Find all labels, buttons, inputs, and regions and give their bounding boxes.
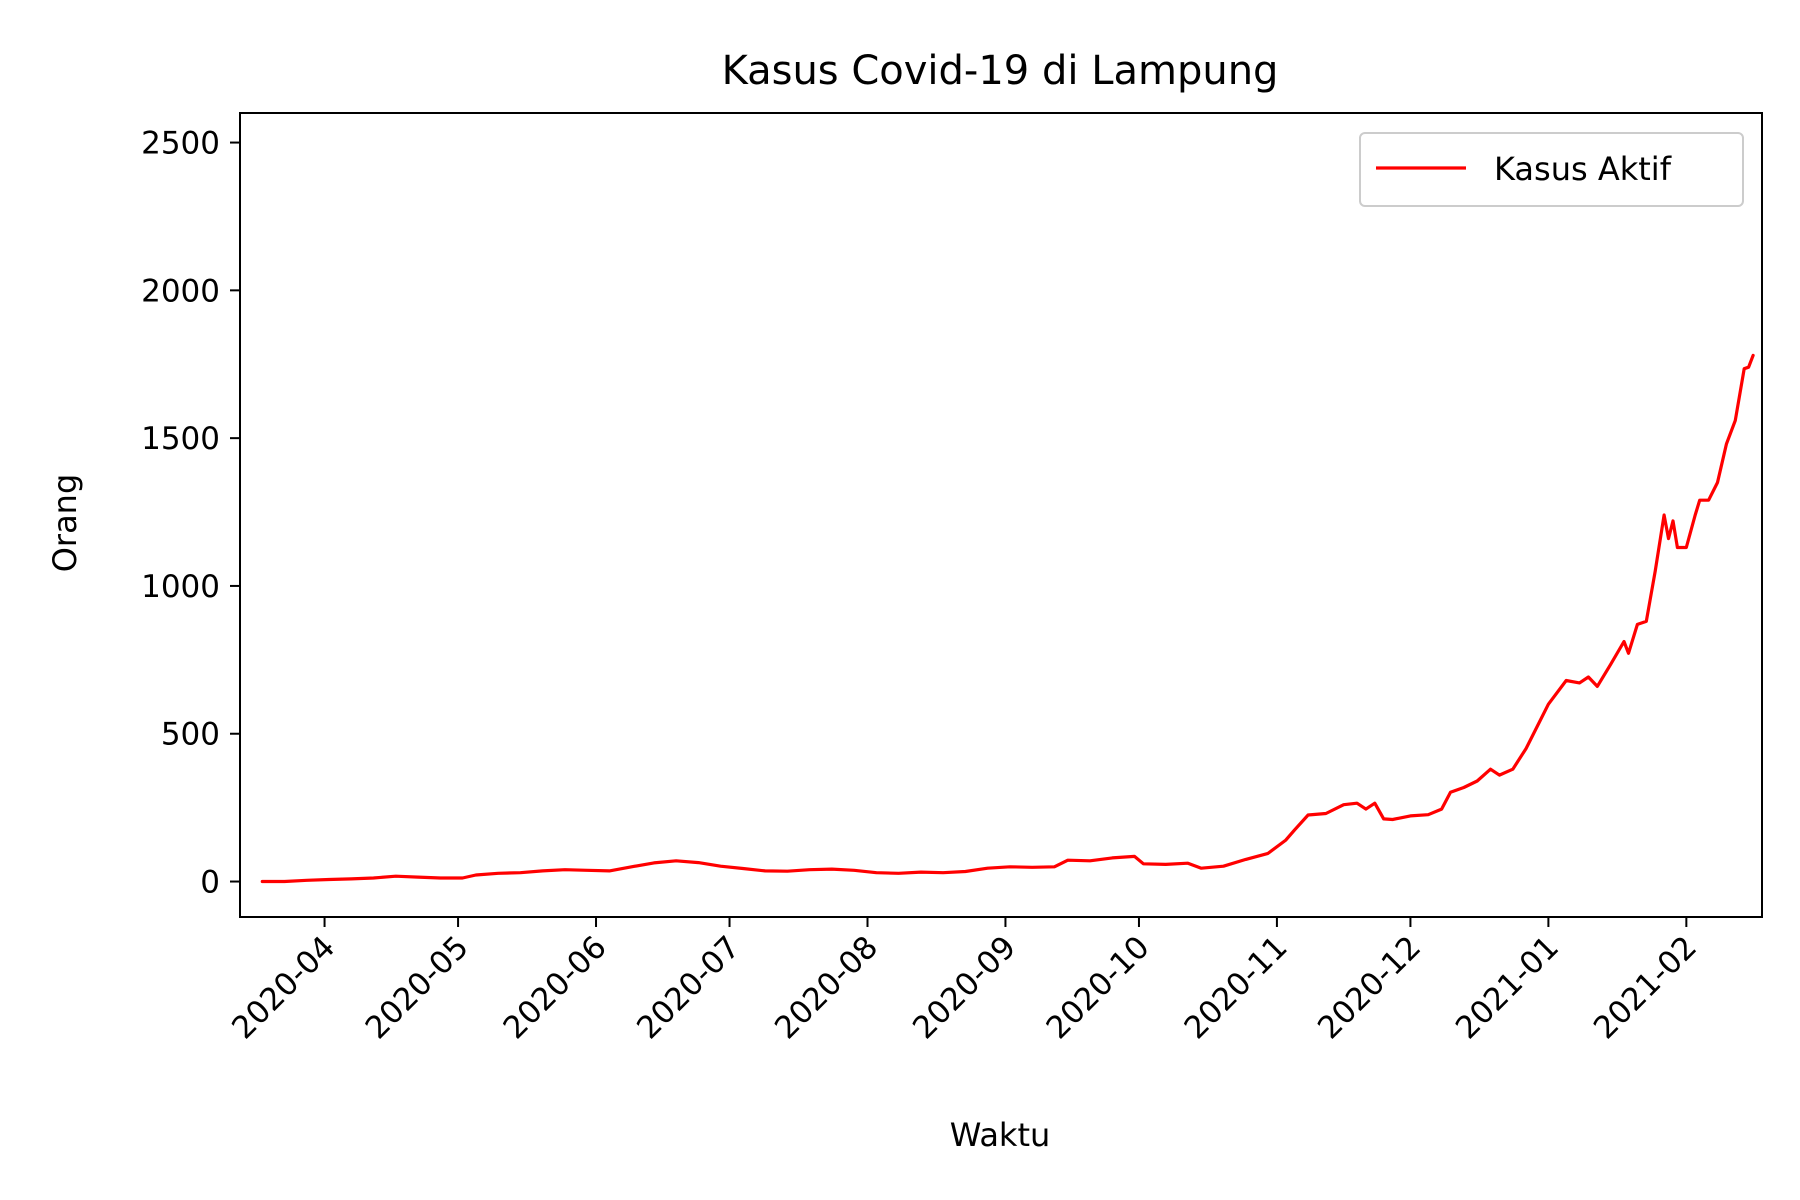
- y-axis-label: Orang: [46, 474, 84, 573]
- y-tick-label: 1500: [141, 421, 220, 457]
- series-layer: [260, 353, 1755, 884]
- y-tick-label: 2500: [141, 126, 220, 162]
- y-tick-label: 0: [200, 865, 220, 901]
- legend-box: [1359, 132, 1744, 207]
- x-axis-label: Waktu: [950, 1116, 1051, 1154]
- legend: Kasus Aktif: [1359, 132, 1744, 207]
- series-line-kasus-aktif: [260, 353, 1755, 884]
- plot-area: [239, 112, 1763, 918]
- y-tick-label: 1000: [141, 569, 220, 605]
- plot-frame: [239, 112, 1763, 918]
- y-tick-label: 500: [161, 717, 220, 753]
- chart-title: Kasus Covid-19 di Lampung: [722, 48, 1279, 94]
- y-axis: 0 500 1000 1500 2000 2500: [141, 126, 240, 901]
- legend-label: Kasus Aktif: [1494, 150, 1672, 188]
- y-tick-label: 2000: [141, 273, 220, 309]
